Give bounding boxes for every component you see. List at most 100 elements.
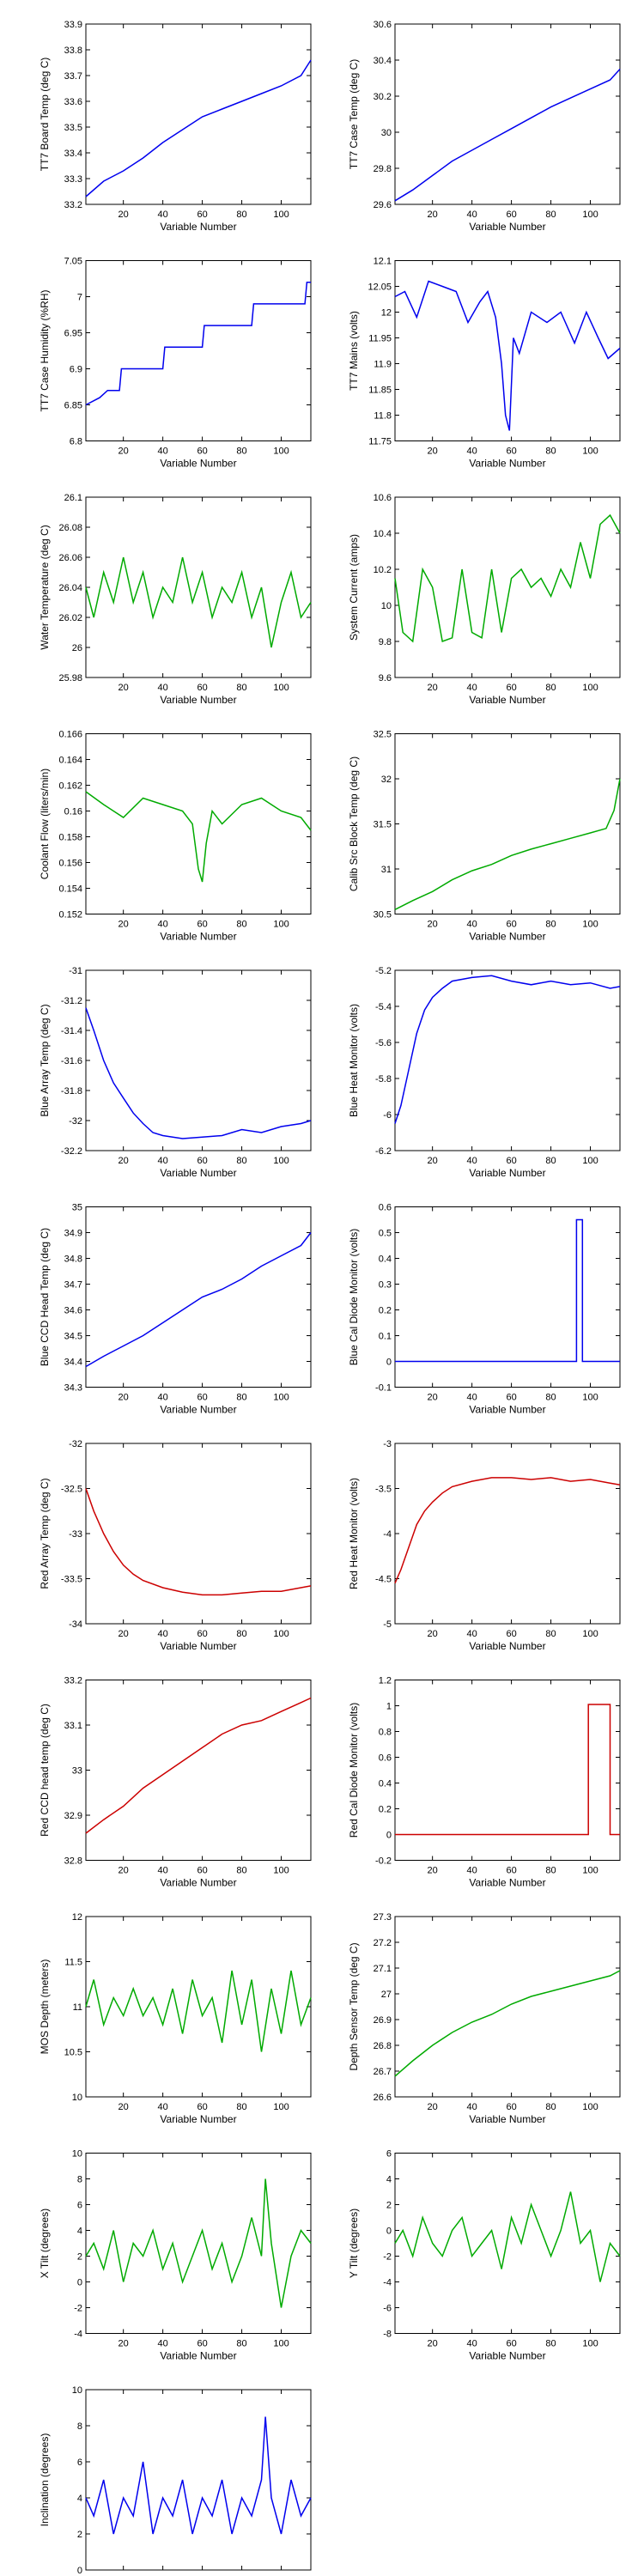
y-tick-label: 33.7 bbox=[64, 71, 82, 82]
chart-panel: 20 40 60 80 100 32.8 32.9 33 33.1 33.2 Variable Nu… bbox=[39, 1676, 312, 1889]
y-axis-label: Blue Cal Diode Monitor (volts) bbox=[348, 1229, 360, 1365]
y-tick-label: 10 bbox=[72, 2093, 82, 2103]
y-tick-label: 0.156 bbox=[58, 859, 82, 869]
y-tick-label: 6.85 bbox=[64, 401, 82, 411]
x-tick-label: 60 bbox=[197, 447, 207, 457]
x-tick-label: 20 bbox=[118, 210, 129, 220]
y-axis-label: TT7 Case Humidity (%RH) bbox=[39, 289, 51, 411]
axes-box bbox=[85, 2153, 312, 2334]
x-tick-label: 40 bbox=[467, 920, 477, 930]
axes-box bbox=[85, 1916, 312, 2098]
y-axis-label: Red CCD head temp (deg C) bbox=[39, 1704, 51, 1837]
x-tick-label: 40 bbox=[158, 1156, 168, 1166]
y-tick-label: 26.8 bbox=[374, 2041, 392, 2051]
x-tick-label: 60 bbox=[197, 1629, 207, 1639]
x-tick-label: 40 bbox=[158, 2102, 168, 2112]
x-tick-label: 20 bbox=[118, 447, 129, 457]
x-tick-label: 60 bbox=[506, 447, 516, 457]
x-tick-label: 40 bbox=[467, 2339, 477, 2349]
x-tick-label: 100 bbox=[582, 920, 598, 930]
x-axis-label: Variable Number bbox=[160, 2113, 236, 2125]
x-tick-label: 100 bbox=[582, 1156, 598, 1166]
chart-panel: 20 40 60 80 100 26.6 26.7 26.8 26.9 27 27.1 27.2 27.… bbox=[348, 1912, 621, 2125]
x-tick-label: 80 bbox=[236, 683, 246, 693]
x-tick-label: 80 bbox=[236, 1866, 246, 1876]
x-axis-label: Variable Number bbox=[469, 931, 545, 943]
series-line bbox=[394, 1970, 621, 2077]
y-tick-label: -5.8 bbox=[375, 1074, 392, 1084]
x-tick-label: 20 bbox=[428, 1393, 438, 1403]
x-tick-label: 40 bbox=[158, 1629, 168, 1639]
x-axis-label: Variable Number bbox=[469, 1167, 545, 1179]
y-tick-label: 33 bbox=[72, 1766, 82, 1777]
y-tick-label: 0.2 bbox=[379, 1306, 392, 1316]
y-tick-label: 6 bbox=[386, 2149, 392, 2160]
y-tick-label: -8 bbox=[383, 2330, 392, 2340]
x-tick-label: 60 bbox=[197, 1393, 207, 1403]
chart-panel: 20 40 60 80 100 33.2 33.3 33.4 33.5 33.6 33.7 33.8 3… bbox=[39, 20, 312, 233]
x-tick-label: 80 bbox=[236, 1156, 246, 1166]
series-line bbox=[395, 1218, 620, 1363]
y-tick-label: 0 bbox=[77, 2566, 82, 2576]
x-axis-label: Variable Number bbox=[469, 221, 545, 233]
y-tick-label: 32.9 bbox=[64, 1811, 82, 1821]
x-tick-label: 40 bbox=[467, 1866, 477, 1876]
axes-box bbox=[394, 733, 621, 914]
x-tick-label: 80 bbox=[545, 2102, 556, 2112]
y-tick-label: 1.2 bbox=[379, 1676, 392, 1686]
x-axis-label: Variable Number bbox=[160, 2350, 236, 2362]
y-tick-label: 0.3 bbox=[379, 1280, 392, 1291]
x-tick-label: 100 bbox=[582, 1866, 598, 1876]
axes-box bbox=[85, 969, 312, 1151]
chart-panel: 20 40 60 80 100 34.3 34.4 34.5 34.6 34.7 34.8 34.9 3… bbox=[39, 1203, 312, 1416]
chart-panel: 204060801000246810Variable NumberInclina… bbox=[39, 2385, 312, 2576]
chart-panel: 20 40 60 80 100 6.8 6.85 6.9 6.95 7 7.05 Variable N… bbox=[39, 257, 312, 470]
x-tick-label: 20 bbox=[428, 447, 438, 457]
y-tick-label: -33 bbox=[69, 1529, 82, 1540]
y-tick-label: 34.3 bbox=[64, 1383, 82, 1394]
y-tick-label: -31.8 bbox=[61, 1086, 82, 1097]
y-tick-label: 0.152 bbox=[58, 910, 82, 920]
y-tick-label: 33.1 bbox=[64, 1721, 82, 1731]
x-tick-label: 60 bbox=[506, 1156, 516, 1166]
axes-box bbox=[394, 1443, 621, 1625]
x-axis-label: Variable Number bbox=[160, 221, 236, 233]
axes-box bbox=[85, 1206, 312, 1388]
y-tick-label: 26.06 bbox=[58, 553, 82, 563]
y-tick-label: -0.1 bbox=[375, 1383, 392, 1394]
x-axis-label: Variable Number bbox=[469, 1640, 545, 1652]
y-tick-label: 10 bbox=[72, 2149, 82, 2160]
y-tick-label: 31 bbox=[381, 865, 392, 875]
x-tick-label: 60 bbox=[506, 683, 516, 693]
y-tick-label: 0 bbox=[386, 2227, 392, 2237]
y-axis-label: Blue Array Temp (deg C) bbox=[39, 1004, 51, 1116]
x-tick-label: 40 bbox=[467, 1629, 477, 1639]
axes-box bbox=[85, 2389, 312, 2571]
x-tick-label: 80 bbox=[545, 2339, 556, 2349]
x-tick-label: 20 bbox=[118, 2339, 129, 2349]
x-tick-label: 80 bbox=[236, 447, 246, 457]
y-axis-label: Y Tilt (degrees) bbox=[348, 2208, 360, 2278]
x-tick-label: 80 bbox=[545, 210, 556, 220]
y-tick-label: 35 bbox=[72, 1203, 82, 1213]
y-tick-label: 4 bbox=[77, 2227, 82, 2237]
y-tick-label: 26.6 bbox=[374, 2093, 392, 2103]
x-tick-label: 40 bbox=[467, 447, 477, 457]
y-tick-label: -6.2 bbox=[375, 1146, 392, 1157]
x-tick-label: 100 bbox=[273, 2102, 289, 2112]
chart-panel: 20 40 60 80 100 0.152 0.154 0.156 0.158 0.16 0.162… bbox=[39, 730, 312, 943]
y-tick-label: 30 bbox=[381, 128, 392, 138]
y-tick-label: 25.98 bbox=[58, 673, 82, 683]
y-tick-label: -2 bbox=[383, 2252, 392, 2263]
x-tick-label: 100 bbox=[582, 210, 598, 220]
x-axis-label: Variable Number bbox=[160, 458, 236, 470]
x-tick-label: 20 bbox=[428, 683, 438, 693]
series-line bbox=[85, 556, 312, 648]
y-tick-label: 33.5 bbox=[64, 123, 82, 133]
chart-panel: 20 40 60 80 100 -8 -6 -4 -2 0 2 4 6 Variable Number Y … bbox=[348, 2149, 621, 2362]
y-axis-label: TT7 Mains (volts) bbox=[348, 311, 360, 391]
y-tick-label: -0.2 bbox=[375, 1856, 392, 1867]
y-tick-label: 10 bbox=[72, 2385, 82, 2396]
y-tick-label: -5.2 bbox=[375, 966, 392, 976]
y-tick-label: 0.4 bbox=[379, 1779, 392, 1789]
